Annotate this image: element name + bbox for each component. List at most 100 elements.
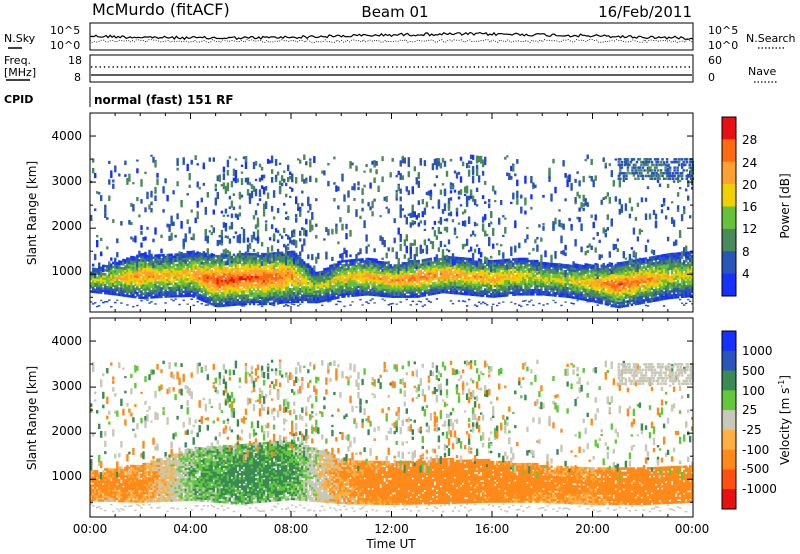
scatter-cell	[174, 234, 177, 238]
echo-cell	[106, 267, 109, 270]
echo-cell	[435, 266, 439, 270]
scatter-cell	[449, 190, 453, 194]
echo-cell	[114, 274, 117, 277]
echo-cell	[477, 285, 481, 289]
echo-cell	[262, 298, 266, 302]
echo-cell	[477, 281, 481, 285]
echo-cell	[188, 288, 191, 291]
echo-cell	[291, 252, 294, 256]
echo-cell	[411, 289, 414, 292]
echo-cell	[429, 292, 433, 296]
echo-cell	[268, 271, 272, 274]
echo-cell	[152, 295, 155, 299]
echo-cell	[260, 271, 264, 275]
echo-cell	[397, 264, 400, 267]
scatter-cell	[154, 195, 157, 202]
scatter-cell	[387, 260, 390, 267]
echo-cell	[196, 280, 199, 283]
echo-cell	[268, 277, 272, 281]
echo-cell	[381, 294, 384, 297]
echo-cell	[236, 284, 240, 287]
echo-cell	[174, 270, 177, 273]
echo-cell	[451, 279, 455, 282]
echo-cell	[216, 294, 219, 298]
scatter-cell	[431, 163, 435, 171]
echo-cell	[357, 258, 360, 262]
echo-cell	[403, 293, 406, 296]
echo-cell	[486, 282, 489, 285]
echo-cell	[459, 259, 463, 262]
echo-cell	[194, 273, 197, 276]
echo-cell	[287, 273, 290, 277]
scatter-cell	[317, 252, 320, 260]
scatter-cell	[355, 209, 358, 217]
scatter-cell	[351, 162, 354, 166]
echo-cell	[238, 277, 242, 281]
echo-cell	[377, 273, 380, 276]
echo-cell	[437, 279, 441, 282]
scatter-cell	[234, 255, 238, 263]
echo-cell	[136, 283, 139, 287]
scatter-cell	[461, 211, 465, 215]
echo-cell	[278, 268, 282, 271]
scatter-cell	[475, 204, 479, 207]
scatter-cell	[447, 197, 451, 204]
near-range-cell	[192, 304, 195, 307]
echo-cell	[124, 277, 127, 281]
echo-cell	[399, 266, 402, 269]
echo-cell	[124, 267, 127, 270]
echo-cell	[502, 286, 505, 289]
scatter-cell	[252, 185, 256, 192]
echo-cell	[365, 270, 368, 273]
echo-cell	[216, 273, 219, 277]
echo-cell	[287, 255, 290, 258]
echo-cell	[323, 282, 326, 286]
echo-cell	[144, 263, 147, 266]
scatter-cell	[287, 215, 290, 221]
scatter-cell	[146, 226, 149, 230]
echo-cell	[343, 266, 346, 269]
echo-cell	[280, 295, 284, 298]
echo-cell	[488, 267, 491, 271]
echo-cell	[445, 284, 449, 288]
echo-cell	[355, 287, 358, 291]
scatter-cell	[351, 261, 354, 266]
echo-cell	[451, 272, 455, 276]
echo-cell	[106, 281, 109, 285]
near-range-cell	[244, 302, 248, 304]
echo-cell	[260, 288, 264, 291]
echo-cell	[319, 300, 322, 303]
echo-cell	[455, 265, 459, 268]
echo-cell	[242, 265, 246, 268]
scatter-cell	[150, 190, 153, 198]
near-range-cell	[449, 300, 453, 302]
echo-cell	[96, 284, 99, 288]
echo-cell	[359, 291, 362, 295]
echo-cell	[104, 281, 107, 284]
echo-cell	[287, 288, 290, 291]
scatter-cell	[353, 183, 356, 191]
echo-cell	[184, 292, 187, 296]
echo-cell	[276, 301, 280, 305]
scatter-cell	[309, 226, 312, 233]
scatter-cell	[254, 178, 258, 182]
scatter-cell	[463, 186, 467, 193]
scatter-cell	[399, 243, 402, 251]
echo-cell	[494, 282, 497, 286]
echo-cell	[172, 255, 175, 259]
echo-cell	[371, 285, 374, 288]
echo-cell	[144, 271, 147, 275]
echo-cell	[421, 263, 424, 266]
echo-cell	[264, 257, 268, 260]
echo-cell	[321, 276, 324, 280]
echo-cell	[403, 276, 406, 280]
echo-cell	[106, 275, 109, 278]
echo-cell	[182, 294, 185, 298]
echo-cell	[108, 277, 111, 281]
echo-cell	[283, 272, 286, 275]
scatter-cell	[238, 212, 242, 217]
echo-cell	[315, 273, 318, 277]
scatter-cell	[449, 185, 453, 188]
echo-cell	[98, 266, 101, 269]
scatter-cell	[399, 211, 402, 218]
